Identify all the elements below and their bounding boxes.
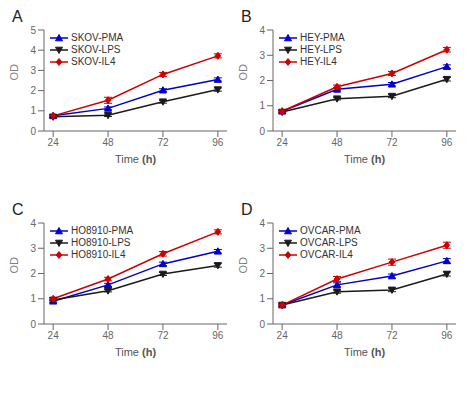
html-text:SKOV-PMA: SKOV-PMA	[71, 32, 124, 43]
svg-text:Time (h): Time (h)	[344, 346, 385, 358]
svg-text:96: 96	[441, 137, 453, 148]
html-text:OVCAR-PMA: OVCAR-PMA	[300, 225, 361, 236]
svg-text:4: 4	[30, 218, 36, 229]
svg-text:48: 48	[102, 330, 114, 341]
svg-text:2: 2	[30, 85, 36, 96]
html-text:A: A	[12, 8, 23, 25]
svg-text:24: 24	[48, 330, 60, 341]
html-text:B: B	[241, 8, 252, 25]
svg-text:4: 4	[30, 45, 36, 56]
svg-text:3: 3	[30, 243, 36, 254]
svg-text:Time (h): Time (h)	[115, 346, 156, 358]
svg-text:0: 0	[259, 319, 265, 330]
svg-text:0: 0	[30, 319, 36, 330]
svg-text:48: 48	[102, 137, 114, 148]
svg-text:96: 96	[441, 330, 453, 341]
html-text:OVCAR-LPS: OVCAR-LPS	[300, 237, 358, 248]
html-text:HO8910-IL4: HO8910-IL4	[71, 249, 126, 260]
svg-text:3: 3	[30, 65, 36, 76]
html-text:C: C	[12, 201, 24, 218]
html-text:OVCAR-IL4: OVCAR-IL4	[300, 249, 353, 260]
svg-text:48: 48	[331, 137, 343, 148]
svg-text:OD: OD	[237, 257, 249, 274]
svg-text:1: 1	[259, 293, 265, 304]
svg-text:24: 24	[48, 137, 60, 148]
svg-text:24: 24	[277, 137, 289, 148]
svg-text:72: 72	[386, 137, 398, 148]
svg-text:72: 72	[386, 330, 398, 341]
svg-text:4: 4	[259, 218, 265, 229]
svg-text:Time (h): Time (h)	[115, 153, 156, 165]
html-text:SKOV-IL4: SKOV-IL4	[71, 56, 116, 67]
html-text:HEY-PMA: HEY-PMA	[300, 32, 345, 43]
svg-text:2: 2	[259, 268, 265, 279]
html-text:HO8910-LPS: HO8910-LPS	[71, 237, 131, 248]
html-text:D: D	[241, 201, 253, 218]
svg-text:72: 72	[157, 330, 169, 341]
svg-text:1: 1	[30, 293, 36, 304]
svg-text:96: 96	[212, 330, 224, 341]
svg-text:2: 2	[30, 268, 36, 279]
svg-text:0: 0	[30, 126, 36, 137]
svg-text:Time (h): Time (h)	[344, 153, 385, 165]
svg-text:0: 0	[259, 126, 265, 137]
svg-text:24: 24	[277, 330, 289, 341]
svg-text:96: 96	[212, 137, 224, 148]
html-text:HEY-IL4: HEY-IL4	[300, 56, 337, 67]
svg-text:3: 3	[259, 243, 265, 254]
svg-text:4: 4	[259, 25, 265, 36]
svg-text:48: 48	[331, 330, 343, 341]
svg-text:OD: OD	[237, 64, 249, 81]
svg-text:5: 5	[30, 25, 36, 36]
html-text:HEY-LPS: HEY-LPS	[300, 44, 342, 55]
svg-text:3: 3	[259, 50, 265, 61]
svg-text:OD: OD	[8, 64, 20, 81]
svg-text:1: 1	[259, 100, 265, 111]
html-text:HO8910-PMA: HO8910-PMA	[71, 225, 134, 236]
html-text:SKOV-LPS: SKOV-LPS	[71, 44, 121, 55]
svg-text:72: 72	[157, 137, 169, 148]
svg-text:1: 1	[30, 105, 36, 116]
svg-text:2: 2	[259, 75, 265, 86]
svg-text:OD: OD	[8, 257, 20, 274]
